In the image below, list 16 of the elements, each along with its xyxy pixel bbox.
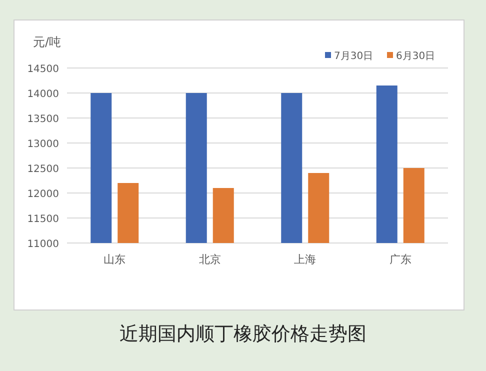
x-tick-label: 上海 [294,253,316,266]
y-tick-label: 13500 [27,114,59,125]
x-tick-label: 广东 [389,253,412,266]
y-tick-label: 12000 [27,189,59,200]
y-tick-label: 11500 [27,214,59,225]
y-axis-title: 元/吨 [33,35,62,49]
y-tick-label: 12500 [27,164,59,175]
y-tick-label: 14000 [27,89,59,100]
y-tick-label: 11000 [27,239,59,250]
x-tick-label: 山东 [104,253,126,266]
legend-label: 6月30日 [396,51,436,62]
y-tick-label: 14500 [27,64,59,75]
y-tick-label: 13000 [27,139,59,150]
x-tick-label: 北京 [198,253,221,266]
legend-label: 7月30日 [334,51,374,62]
text: 近期国内顺丁橡胶价格走势图 [120,323,366,345]
